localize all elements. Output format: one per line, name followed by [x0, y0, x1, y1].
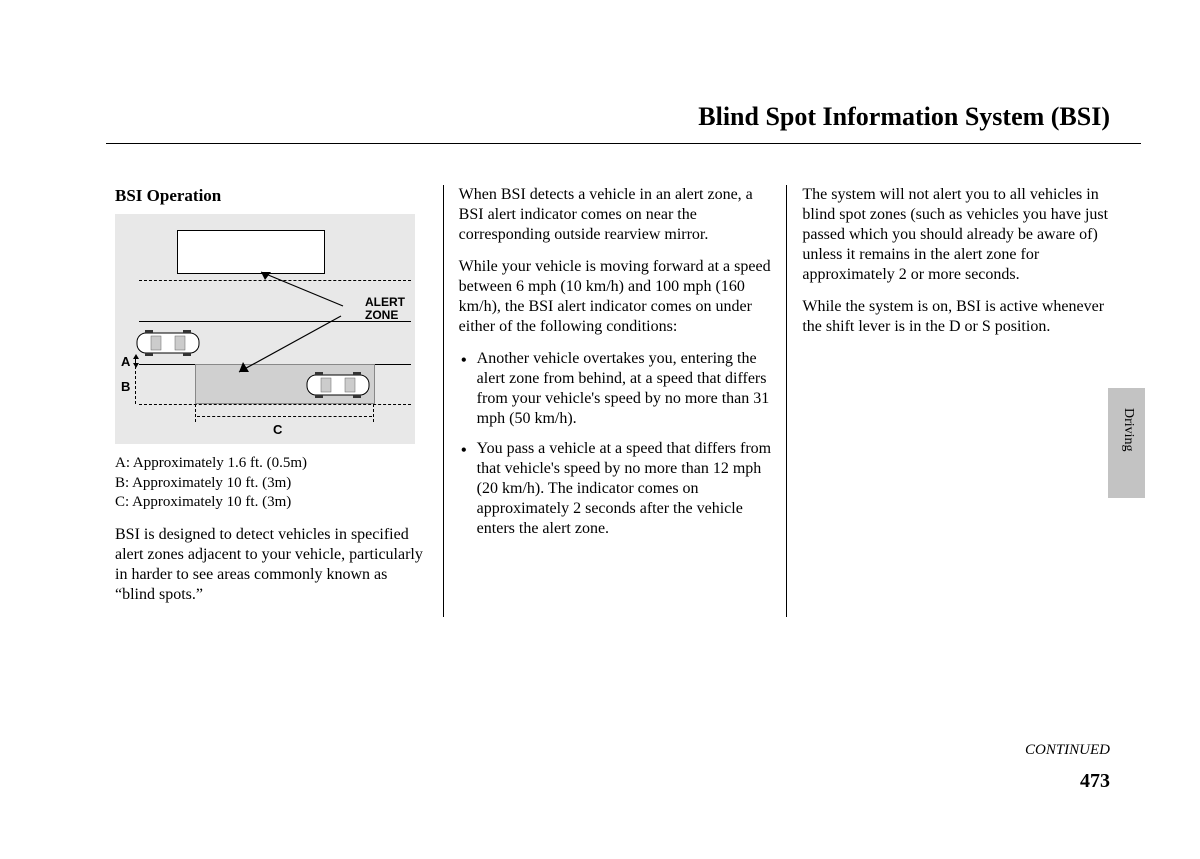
column-2: When BSI detects a vehicle in an alert z… [444, 185, 788, 617]
col2-para1: When BSI detects a vehicle in an alert z… [459, 185, 772, 245]
col2-para2: While your vehicle is moving forward at … [459, 257, 772, 337]
column-1: BSI Operation [115, 185, 444, 617]
col2-bullet2: You pass a vehicle at a speed that diffe… [459, 439, 772, 539]
continued-label: CONTINUED [1025, 742, 1110, 759]
page-number: 473 [1080, 770, 1110, 793]
legend-a: A: Approximately 1.6 ft. (0.5m) [115, 454, 428, 474]
col2-bullet1: Another vehicle overtakes you, entering … [459, 349, 772, 429]
col1-para1: BSI is designed to detect vehicles in sp… [115, 525, 428, 605]
diagram-dimension-a [135, 356, 145, 366]
title-rule [106, 143, 1141, 144]
diagram-alert-zone-label: ALERT ZONE [365, 296, 405, 321]
bsi-diagram: ALERT ZONE A B C [115, 214, 415, 444]
content-columns: BSI Operation [115, 185, 1115, 617]
diagram-dimension-c [197, 416, 372, 424]
diagram-label-c: C [273, 422, 282, 438]
diagram-dimension-c-tick [195, 404, 196, 422]
page-title: Blind Spot Information System (BSI) [698, 102, 1110, 132]
diagram-dimension-b [135, 366, 145, 404]
diagram-own-car-icon [133, 327, 203, 359]
diagram-label-b: B [121, 379, 130, 395]
alert-label-2: ZONE [365, 308, 398, 322]
column-3: The system will not alert you to all veh… [787, 185, 1115, 617]
diagram-dimension-c-tick [373, 404, 374, 422]
diagram-label-a: A [121, 354, 130, 370]
legend-b: B: Approximately 10 ft. (3m) [115, 474, 428, 494]
col2-bullet-list: Another vehicle overtakes you, entering … [459, 349, 772, 539]
section-tab-label: Driving [1120, 408, 1136, 452]
diagram-arrow-icon [255, 268, 345, 308]
col3-para2: While the system is on, BSI is active wh… [802, 297, 1115, 337]
diagram-arrow-icon [233, 314, 343, 376]
subhead-bsi-operation: BSI Operation [115, 185, 428, 206]
diagram-lane-line [139, 404, 411, 405]
col3-para1: The system will not alert you to all veh… [802, 185, 1115, 285]
legend-c: C: Approximately 10 ft. (3m) [115, 493, 428, 513]
